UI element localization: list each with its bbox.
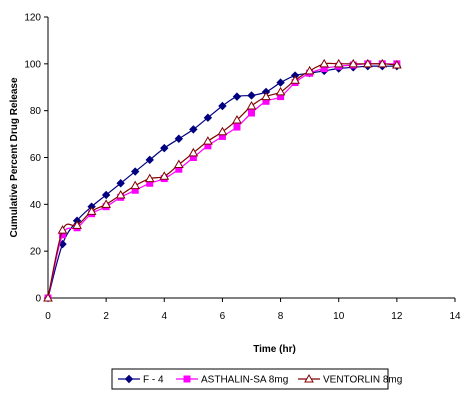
y-tick-label: 20 <box>30 247 42 258</box>
legend-label: ASTHALIN-SA 8mg <box>201 375 288 386</box>
series-2 <box>43 58 402 302</box>
data-point <box>131 167 140 176</box>
data-point <box>72 220 82 229</box>
y-axis-title: Cumulative Percent Drug Release <box>9 77 20 237</box>
data-point <box>362 58 373 68</box>
data-point <box>247 91 256 100</box>
data-point <box>101 199 112 208</box>
data-point <box>304 65 315 75</box>
data-point <box>145 155 154 165</box>
data-point <box>124 374 134 384</box>
data-point <box>275 86 286 96</box>
data-point <box>290 75 300 84</box>
y-tick-label: 100 <box>24 59 41 70</box>
x-tick-label: 2 <box>103 311 109 322</box>
data-point <box>173 159 184 169</box>
data-point <box>101 190 111 200</box>
x-tick-label: 14 <box>449 311 461 322</box>
data-point <box>276 78 285 87</box>
data-point <box>232 115 242 124</box>
y-tick-label: 80 <box>30 106 42 117</box>
data-point <box>86 206 97 215</box>
x-tick-label: 6 <box>220 311 226 322</box>
data-point <box>377 58 388 68</box>
data-point <box>144 173 155 183</box>
series-line <box>47 63 397 299</box>
data-point <box>218 101 227 111</box>
x-ticks: 0 2 4 6 8 10 12 14 <box>45 298 461 322</box>
data-point <box>115 189 126 199</box>
series-group <box>43 58 402 303</box>
data-point <box>57 225 68 234</box>
data-point <box>261 91 271 101</box>
x-tick-label: 12 <box>391 311 403 322</box>
x-tick-label: 10 <box>333 311 345 322</box>
y-tick-label: 60 <box>30 153 42 164</box>
data-point <box>183 375 191 383</box>
data-point <box>159 171 170 180</box>
legend-box <box>111 368 389 390</box>
y-tick-label: 40 <box>30 200 42 211</box>
data-point <box>130 180 141 190</box>
data-point <box>391 59 402 69</box>
data-point <box>174 134 184 143</box>
x-tick-label: 0 <box>45 311 51 322</box>
data-point <box>189 125 198 134</box>
series-1 <box>44 60 401 302</box>
y-tick-label: 120 <box>24 13 41 24</box>
data-point <box>203 136 213 145</box>
x-tick-label: 4 <box>162 311 168 322</box>
data-point <box>116 179 125 188</box>
data-point <box>333 58 344 68</box>
legend-label: VENTORLIN 8mg <box>323 375 402 386</box>
data-point <box>304 373 314 383</box>
data-point <box>319 58 330 68</box>
data-point <box>246 100 257 110</box>
data-point <box>348 58 359 68</box>
data-point <box>43 292 53 302</box>
data-point <box>232 92 242 101</box>
y-ticks: 0 20 40 60 80 100 120 <box>24 13 48 305</box>
series-line <box>47 65 397 299</box>
series-line <box>47 62 397 299</box>
data-point <box>233 123 241 131</box>
data-point <box>203 113 213 122</box>
data-point <box>160 143 169 153</box>
legend-label: F - 4 <box>143 375 164 386</box>
data-point <box>248 109 255 117</box>
data-point <box>188 147 199 157</box>
legend: F - 4 ASTHALIN-SA 8mg VENTORLIN 8mg <box>111 368 402 390</box>
series-0 <box>43 61 402 303</box>
y-tick-label: 0 <box>35 294 41 305</box>
x-tick-label: 8 <box>278 311 284 322</box>
x-axis-title: Time (hr) <box>253 344 296 355</box>
data-point <box>217 126 228 136</box>
